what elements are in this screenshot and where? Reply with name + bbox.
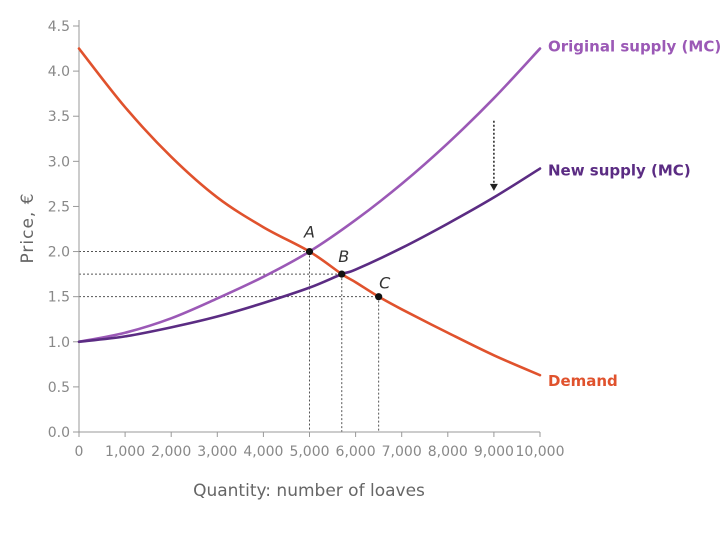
point-label-A: A [303,223,315,242]
y-tick-label: 4.5 [48,19,70,35]
point-A [305,247,314,256]
x-tick-label: 6,000 [336,444,376,460]
x-tick-label: 9,000 [474,444,514,460]
y-tick-label: 0.0 [48,425,70,441]
point-B [338,270,346,278]
x-tick-label: 0 [75,444,84,460]
point-label-C: C [379,274,391,293]
series-line-1 [77,167,542,344]
x-tick-label: 1,000 [105,444,145,460]
y-tick-label: 1.5 [48,290,70,306]
y-tick-label: 2.5 [48,199,70,215]
series-label-0: Original supply (MC) [548,38,720,56]
series-label-2: Demand [548,372,618,390]
dashed-guide-lines [79,251,380,432]
shift-arrow-head [489,183,498,191]
point-label-B: B [338,247,349,266]
x-tick-label: 7,000 [382,444,422,460]
x-tick-label: 3,000 [197,444,237,460]
y-tick-label: 3.0 [48,154,70,170]
y-tick-label: 3.5 [48,109,70,125]
series-label-1: New supply (MC) [548,162,691,180]
series-labels: Original supply (MC) New supply (MC) Deman… [548,38,720,391]
y-tick-label: 2.0 [48,245,70,261]
x-tick-label: 8,000 [428,444,468,460]
y-axis-title: Price, € [18,192,38,263]
y-tick-label: 0.5 [48,380,70,396]
y-tick-label: 4.0 [48,64,70,80]
shift-arrow [489,120,498,191]
series-line-0 [77,47,542,344]
x-tick-label: 10,000 [516,444,565,460]
point-C [375,293,383,301]
equilibrium-points: A B C [303,223,391,301]
x-tick-label: 5,000 [289,444,329,460]
x-axis-title: Quantity: number of loaves [193,481,425,501]
x-tick-label: 2,000 [151,444,191,460]
y-tick-label: 1.0 [48,335,70,351]
x-tick-label: 4,000 [243,444,283,460]
axes: 0.0 0.5 1.0 1.5 2.0 2.5 3.0 3.5 4.0 4.5 0 1,000 2,00… [48,19,565,460]
curves [77,47,542,377]
